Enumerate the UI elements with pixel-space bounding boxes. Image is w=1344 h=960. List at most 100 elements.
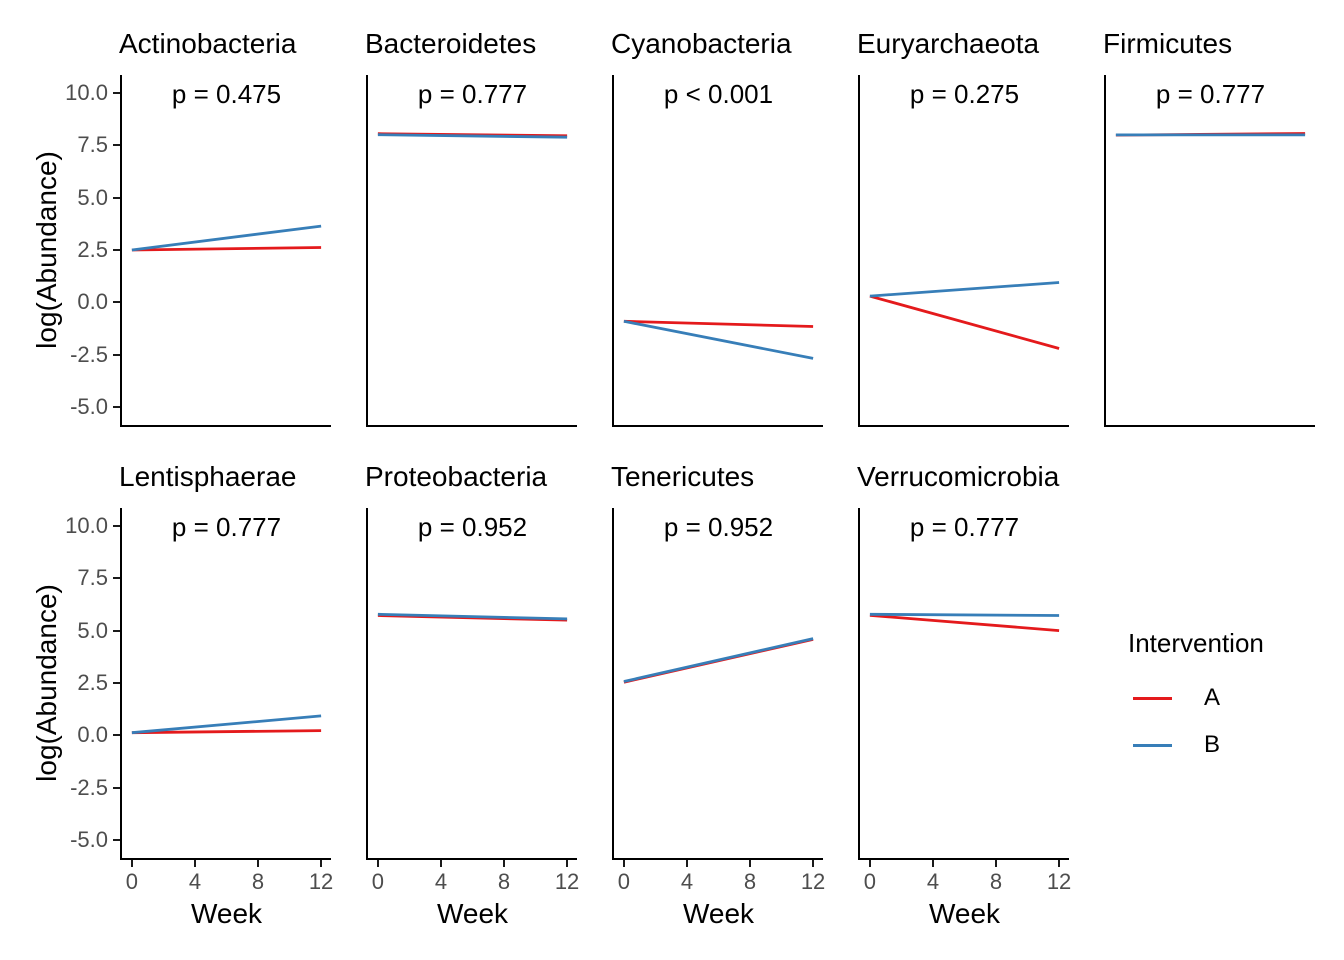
x-tick-label: 0	[617, 869, 631, 894]
y-axis-line	[366, 75, 368, 427]
y-tick-mark	[113, 406, 120, 409]
x-tick-label: 4	[926, 869, 940, 894]
series-line-A	[131, 729, 322, 735]
series-line-B	[377, 133, 568, 139]
y-axis-line	[612, 508, 614, 860]
y-tick-mark	[113, 577, 120, 580]
x-tick-label: 0	[863, 869, 877, 894]
facet-panel	[869, 612, 1060, 632]
y-tick-label: -2.5	[70, 341, 108, 367]
series-line-A	[623, 319, 814, 328]
y-tick-label: 5.0	[77, 617, 108, 643]
y-tick-label: -2.5	[70, 774, 108, 800]
y-tick-mark	[113, 249, 120, 251]
x-tick-label: 12	[308, 869, 334, 894]
x-tick-label: 8	[497, 869, 511, 894]
x-tick-mark	[995, 860, 998, 867]
x-axis-line	[858, 425, 1069, 427]
x-tick-mark	[1058, 860, 1061, 867]
y-tick-mark	[113, 353, 120, 356]
series-line-B	[869, 612, 1060, 617]
legend-entry-B: B	[1128, 730, 1344, 760]
x-tick-mark	[130, 860, 133, 867]
x-tick-mark	[257, 860, 260, 867]
y-tick-label: 5.0	[77, 184, 108, 210]
y-tick-label: 2.5	[77, 670, 108, 695]
series-line-A	[869, 613, 1060, 632]
y-axis-line	[120, 75, 122, 427]
x-tick-mark	[439, 860, 442, 867]
x-axis-title: Week	[928, 898, 1001, 929]
x-tick-mark	[622, 860, 625, 867]
x-axis-line	[120, 425, 331, 427]
facet-panel	[623, 319, 814, 360]
x-axis-title: Week	[436, 898, 509, 929]
y-axis-line	[366, 508, 368, 860]
y-tick-mark	[113, 682, 120, 684]
x-tick-mark	[812, 860, 815, 867]
x-tick-label: 0	[371, 869, 385, 894]
y-axis-line	[612, 75, 614, 427]
p-value-label: p = 0.777	[171, 512, 282, 542]
facet-panel	[377, 132, 568, 139]
facet-title: Bacteroidetes	[365, 28, 537, 59]
p-value-label: p < 0.001	[663, 79, 774, 109]
y-tick-label: -5.0	[70, 827, 108, 853]
x-axis-line	[612, 858, 823, 860]
x-tick-mark	[931, 860, 934, 867]
p-value-label: p = 0.952	[663, 512, 774, 542]
y-tick-label: 10.0	[65, 512, 108, 538]
x-tick-label: 4	[434, 869, 448, 894]
y-tick-label: 7.5	[77, 132, 108, 158]
x-axis-line	[366, 425, 577, 427]
p-value-label: p = 0.952	[417, 512, 528, 542]
y-tick-mark	[113, 629, 120, 632]
facet-panel	[869, 281, 1060, 350]
facet-panel	[131, 714, 322, 735]
x-tick-label: 8	[251, 869, 265, 894]
series-line-A	[131, 246, 322, 252]
series-line-B	[869, 281, 1060, 298]
p-value-label: p = 0.475	[171, 79, 282, 109]
facet-panel	[377, 612, 568, 622]
x-tick-label: 8	[989, 869, 1003, 894]
x-axis-line	[858, 858, 1069, 860]
x-axis-title: Week	[682, 898, 755, 929]
legend-key-line-A	[1133, 696, 1172, 700]
x-tick-mark	[376, 860, 379, 867]
legend-label: B	[1204, 731, 1221, 758]
y-tick-mark	[113, 786, 120, 789]
facet-title: Proteobacteria	[365, 461, 548, 492]
x-tick-mark	[868, 860, 871, 867]
facet-title: Cyanobacteria	[611, 28, 792, 59]
x-axis-line	[612, 425, 823, 427]
x-tick-label: 12	[800, 869, 826, 894]
legend-label: A	[1204, 684, 1221, 711]
x-axis-title: Week	[190, 898, 263, 929]
series-line-A	[869, 294, 1060, 350]
facet-title: Firmicutes	[1103, 28, 1233, 59]
y-tick-mark	[113, 524, 120, 527]
series-line-B	[131, 224, 322, 252]
y-tick-mark	[113, 144, 120, 147]
x-tick-mark	[749, 860, 752, 867]
y-axis-line	[120, 508, 122, 860]
y-tick-label: 7.5	[77, 565, 108, 591]
x-axis-line	[366, 858, 577, 860]
x-tick-mark	[320, 860, 323, 867]
p-value-label: p = 0.777	[417, 79, 528, 109]
y-tick-mark	[113, 734, 120, 737]
legend-title: Intervention	[1128, 628, 1264, 658]
facet-title: Actinobacteria	[119, 28, 297, 59]
x-tick-mark	[193, 860, 196, 867]
y-tick-label: 10.0	[65, 79, 108, 105]
y-tick-label: 0.0	[77, 289, 108, 315]
y-axis-line	[858, 75, 860, 427]
series-line-B	[623, 637, 814, 683]
y-tick-mark	[113, 301, 120, 304]
y-tick-mark	[113, 839, 120, 842]
legend-entry-A: A	[1128, 683, 1344, 713]
p-value-label: p = 0.275	[909, 79, 1020, 109]
